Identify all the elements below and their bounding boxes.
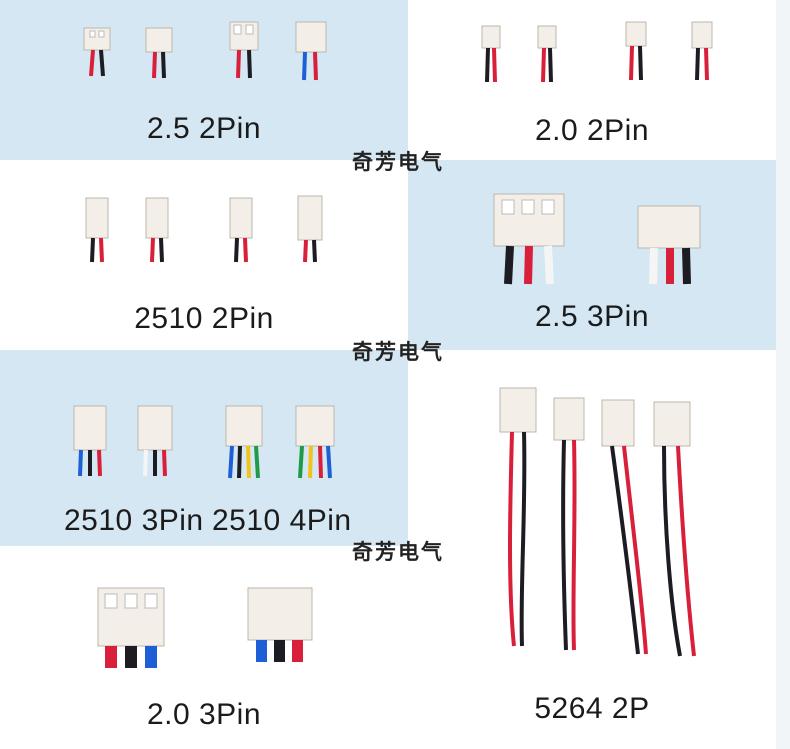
connector-photo-2-5-3pin bbox=[493, 193, 701, 285]
watermark-text: 奇芳电气 bbox=[352, 149, 444, 174]
panel-2510-2pin: 2510 2Pin bbox=[0, 160, 408, 350]
panel-2510-3pin-4pin: 2510 3Pin 2510 4Pin bbox=[0, 350, 408, 546]
panel-label: 5264 2P bbox=[534, 692, 650, 725]
panel-2-5-2pin: 2.5 2Pin bbox=[0, 0, 408, 160]
panel-label-b: 2510 4Pin bbox=[212, 504, 352, 537]
panel-5264-2p: 5264 2P bbox=[408, 350, 776, 749]
watermark-text: 奇芳电气 bbox=[352, 539, 444, 564]
panel-2-5-3pin: 2.5 3Pin bbox=[408, 160, 776, 350]
connector-photo-2510-3pin-4pin bbox=[73, 405, 335, 479]
connector-photo-2-5-2pin bbox=[83, 21, 327, 81]
connector-photo-5264-2p bbox=[499, 387, 696, 657]
panel-label: 2.0 3Pin bbox=[146, 698, 262, 731]
panel-label: 2510 2Pin bbox=[134, 302, 274, 335]
panel-label: 2.5 3Pin bbox=[534, 300, 650, 333]
panel-2-0-2pin: 2.0 2Pin bbox=[408, 0, 776, 160]
connector-photo-2510-2pin bbox=[85, 195, 323, 263]
panel-label: 2.0 2Pin bbox=[534, 114, 650, 147]
right-margin bbox=[776, 0, 790, 749]
panel-2-0-3pin: 2.0 3Pin bbox=[0, 546, 408, 749]
panel-label-a: 2510 3Pin bbox=[64, 504, 204, 537]
connector-photo-2-0-3pin bbox=[97, 587, 313, 668]
connector-photo-2-0-2pin bbox=[481, 21, 713, 83]
panel-label: 2.5 2Pin bbox=[146, 112, 262, 145]
watermark-text: 奇芳电气 bbox=[352, 339, 444, 364]
